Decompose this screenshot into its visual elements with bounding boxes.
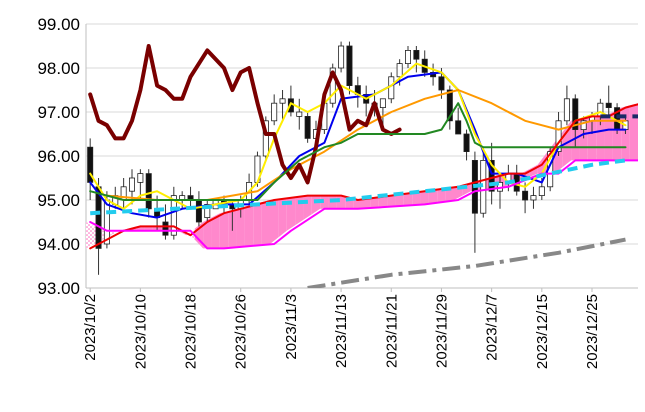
candle-body xyxy=(538,186,545,197)
y-tick-label: 97.00 xyxy=(37,103,80,122)
y-tick-label: 99.00 xyxy=(37,15,80,34)
candle-body xyxy=(296,111,303,117)
cloud-segment xyxy=(437,187,446,203)
candle-body xyxy=(605,102,612,108)
x-tick-label: 2023/12/7 xyxy=(484,294,501,361)
series-line xyxy=(89,102,627,201)
cloud-segment xyxy=(286,196,296,231)
candle-body xyxy=(329,67,336,104)
y-tick-label: 95.00 xyxy=(37,191,80,210)
candle-body xyxy=(304,116,311,139)
x-tick-label: 2023/11/21 xyxy=(383,294,400,368)
x-axis: 2023/10/2 2023/10/10 2023/10/18 2023/10/26 2… xyxy=(82,288,601,369)
candle-body xyxy=(195,199,202,223)
cloud-segment xyxy=(303,195,312,220)
candle-body xyxy=(555,120,562,153)
candle-body xyxy=(413,50,420,60)
y-tick-label: 96.00 xyxy=(37,147,80,166)
series-line xyxy=(89,103,638,250)
indicator-lines xyxy=(88,44,638,288)
x-tick-label: 2023/10/18 xyxy=(183,294,200,369)
candle-body xyxy=(145,173,152,210)
cloud-segment xyxy=(236,206,245,247)
candle-body xyxy=(204,203,211,218)
candle-body xyxy=(488,159,495,192)
candle-body xyxy=(396,63,403,78)
cloud-segment xyxy=(353,198,362,209)
y-axis: 93.00 94.00 95.00 96.00 97.00 98.00 99.00 xyxy=(37,15,80,298)
x-tick-label: 2023/10/10 xyxy=(132,294,149,369)
cloud-segment xyxy=(587,116,597,161)
candle-body xyxy=(455,120,462,135)
cloud-segment xyxy=(111,230,120,236)
cloud-segment xyxy=(420,190,429,205)
cloud-segment xyxy=(211,213,220,249)
cloud-segment xyxy=(596,116,605,161)
cloud-segment xyxy=(261,200,270,245)
x-tick-label: 2023/12/15 xyxy=(534,294,551,369)
candle-body xyxy=(438,76,445,91)
candle-body xyxy=(405,50,411,65)
candle-body xyxy=(103,199,110,245)
cloud-segment xyxy=(270,198,279,244)
cloud-segment xyxy=(629,103,638,161)
cloud-segment xyxy=(604,112,613,161)
candle-body xyxy=(463,133,470,153)
series-line xyxy=(90,158,626,216)
series-line xyxy=(307,237,626,288)
series-line xyxy=(105,89,627,201)
cloud-segment xyxy=(320,195,329,209)
candle-body xyxy=(446,89,453,122)
candle-body xyxy=(563,98,570,122)
y-tick-label: 94.00 xyxy=(37,235,80,254)
candle-body xyxy=(262,120,269,157)
candle-body xyxy=(530,195,537,201)
candle-body xyxy=(170,195,177,236)
y-tick-label: 93.00 xyxy=(37,279,80,298)
cloud-segment xyxy=(244,204,254,247)
candle-body xyxy=(346,45,353,86)
series-line xyxy=(88,44,402,185)
candle-body xyxy=(388,76,395,100)
cloud-segment xyxy=(387,194,396,207)
candle-body xyxy=(522,190,529,201)
x-tick-label: 2023/10/26 xyxy=(233,294,250,369)
cloud-segment xyxy=(395,193,404,207)
cloud-segment xyxy=(253,202,262,246)
cloud-segment xyxy=(219,211,229,249)
candle-body xyxy=(129,177,135,192)
cloud-segment xyxy=(86,222,95,249)
candle-body xyxy=(162,221,169,236)
x-tick-label: 2023/10/2 xyxy=(82,294,99,361)
candle-body xyxy=(271,102,278,122)
cloud-segment xyxy=(336,195,346,209)
x-tick-label: 2023/11/13 xyxy=(333,294,350,368)
candle-body xyxy=(137,173,144,183)
y-tick-label: 98.00 xyxy=(37,59,80,78)
cloud-segment xyxy=(403,192,413,206)
candle-body xyxy=(572,98,579,131)
candle-body xyxy=(279,98,286,104)
cloud-segment xyxy=(378,195,388,208)
cloud-segment xyxy=(144,226,153,231)
x-tick-label: 2023/11/29 xyxy=(433,294,450,368)
candle-body xyxy=(379,98,386,109)
x-tick-label: 2023/11/3 xyxy=(283,294,300,360)
cloud-segment xyxy=(412,191,421,205)
cloud-segment xyxy=(203,217,212,249)
candle-body xyxy=(580,120,587,131)
cloud-segment xyxy=(428,189,438,204)
candle-body xyxy=(338,45,345,69)
x-tick-label: 2023/12/25 xyxy=(584,294,601,369)
cloud-segment xyxy=(362,197,371,209)
cloud-segment xyxy=(370,196,379,208)
cloud-segment xyxy=(278,197,287,238)
